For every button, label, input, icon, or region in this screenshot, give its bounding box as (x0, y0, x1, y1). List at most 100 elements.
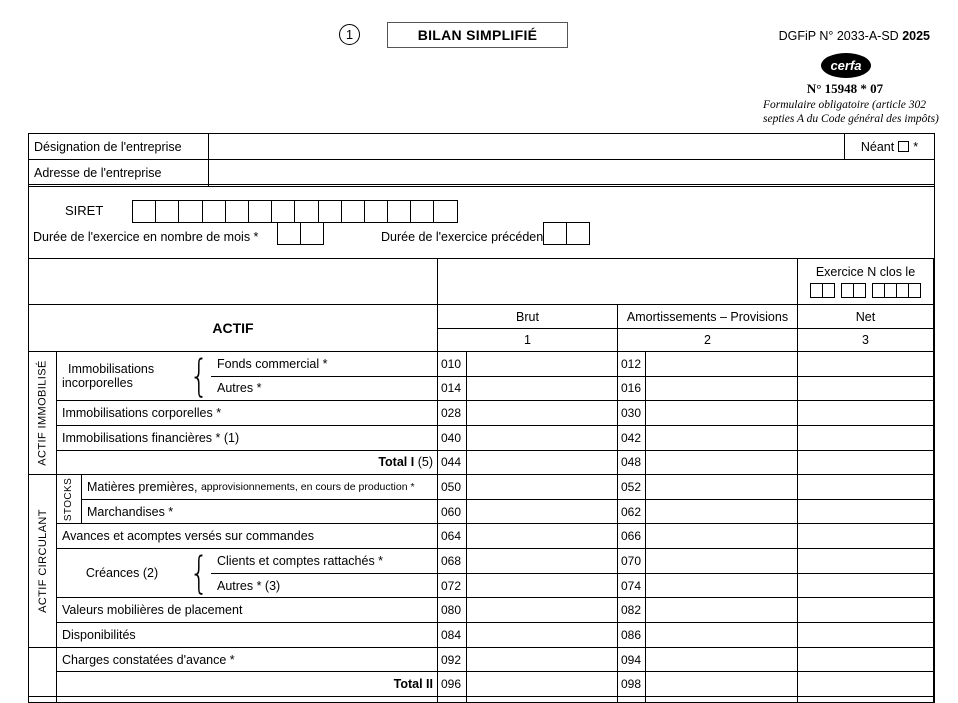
previous-duration-box[interactable] (566, 222, 591, 245)
closing-month-group (840, 283, 866, 298)
code-cell: 014 (438, 376, 467, 402)
siret-digit-box[interactable] (201, 200, 226, 223)
net-amount-cell[interactable] (798, 623, 934, 648)
neant-checkbox[interactable] (898, 141, 910, 152)
net-amount-cell[interactable] (798, 450, 934, 476)
col-header-brut: Brut (438, 305, 618, 329)
amort-amount-cell[interactable] (646, 425, 798, 451)
duration-month-box[interactable] (277, 222, 302, 245)
net-amount-cell[interactable] (798, 598, 934, 624)
amort-amount-cell[interactable] (646, 672, 798, 697)
incorporelles-sublabels: Fonds commercial * Autres * (211, 352, 437, 400)
net-amount-cell[interactable] (798, 573, 934, 599)
amort-amount-cell[interactable] (646, 573, 798, 599)
siret-digit-box[interactable] (410, 200, 435, 223)
amort-amount-cell[interactable] (646, 598, 798, 624)
code-cell: 012 (618, 352, 646, 377)
address-row: Adresse de l'entreprise (29, 160, 934, 186)
dgfip-reference: DGFiP N° 2033-A-SD 2025 (700, 29, 930, 43)
brut-amount-cell[interactable] (467, 598, 618, 624)
amort-amount-cell[interactable] (646, 499, 798, 525)
code-cell: 068 (438, 549, 467, 574)
brut-amount-cell[interactable] (467, 450, 618, 476)
amort-amount-cell[interactable] (646, 623, 798, 648)
amort-amount-cell[interactable] (646, 524, 798, 550)
brut-amount-cell[interactable] (467, 573, 618, 599)
designation-label: Désignation de l'entreprise (29, 134, 209, 159)
net-amount-cell[interactable] (798, 524, 934, 550)
code-cell: 098 (618, 672, 646, 697)
date-digit-box[interactable] (852, 283, 866, 298)
siret-digit-box[interactable] (294, 200, 319, 223)
amort-amount-cell[interactable] (646, 475, 798, 500)
cerfa-number: N° 15948 * 07 (806, 81, 884, 96)
net-amount-cell[interactable] (798, 376, 934, 402)
net-amount-cell[interactable] (798, 352, 934, 377)
brut-amount-cell[interactable] (467, 475, 618, 500)
siret-label: SIRET (65, 203, 104, 218)
creances-label: Créances (2) (85, 566, 159, 581)
previous-duration-box[interactable] (543, 222, 568, 245)
exercice-closing-label: Exercice N clos le (815, 265, 916, 279)
amort-amount-cell[interactable] (646, 450, 798, 476)
closing-date-boxes (809, 283, 921, 298)
net-amount-cell[interactable] (798, 672, 934, 697)
siret-digit-box[interactable] (317, 200, 342, 223)
partial-row-cell (29, 696, 57, 702)
code-cell: 094 (618, 647, 646, 673)
net-amount-cell[interactable] (798, 647, 934, 673)
designation-input[interactable] (209, 134, 844, 159)
amort-amount-cell[interactable] (646, 647, 798, 673)
brut-amount-cell[interactable] (467, 549, 618, 574)
net-amount-cell[interactable] (798, 499, 934, 525)
net-amount-cell[interactable] (798, 401, 934, 426)
amort-amount-cell[interactable] (646, 401, 798, 426)
code-cell: 082 (618, 598, 646, 624)
brut-amount-cell[interactable] (467, 524, 618, 550)
closing-day-group (809, 283, 835, 298)
code-cell: 096 (438, 672, 467, 697)
exercice-row-empty-middle (438, 259, 798, 305)
brut-amount-cell[interactable] (467, 376, 618, 402)
exercice-closing-cell: Exercice N clos le (798, 259, 934, 305)
brut-amount-cell[interactable] (467, 647, 618, 673)
brut-amount-cell[interactable] (467, 623, 618, 648)
dgfip-prefix: DGFiP N° 2033-A-SD (778, 29, 899, 43)
matieres-label: Matières premières, approvisionnements, … (82, 475, 438, 500)
code-cell: 016 (618, 376, 646, 402)
code-cell: 040 (438, 425, 467, 451)
siret-digit-box[interactable] (340, 200, 365, 223)
dgfip-year: 2025 (902, 29, 930, 43)
brut-amount-cell[interactable] (467, 401, 618, 426)
net-amount-cell[interactable] (798, 549, 934, 574)
fonds-commercial-label: Fonds commercial * (211, 352, 437, 377)
financieres-label: Immobilisations financières * (1) (57, 425, 438, 451)
code-cell: 028 (438, 401, 467, 426)
siret-digit-box[interactable] (271, 200, 296, 223)
duration-month-box[interactable] (300, 222, 325, 245)
amort-amount-cell[interactable] (646, 352, 798, 377)
siret-digit-box[interactable] (387, 200, 412, 223)
net-amount-cell[interactable] (798, 475, 934, 500)
siret-digit-box[interactable] (363, 200, 389, 223)
siret-digit-box[interactable] (247, 200, 273, 223)
siret-digit-box[interactable] (224, 200, 249, 223)
code-cell: 044 (438, 450, 467, 476)
closing-year-group (871, 283, 921, 298)
brut-amount-cell[interactable] (467, 352, 618, 377)
siret-digit-box[interactable] (155, 200, 180, 223)
date-digit-box[interactable] (821, 283, 835, 298)
amort-amount-cell[interactable] (646, 376, 798, 402)
duration-months-label: Durée de l'exercice en nombre de mois * (33, 230, 259, 244)
address-input[interactable] (209, 160, 934, 186)
net-amount-cell[interactable] (798, 425, 934, 451)
brut-amount-cell[interactable] (467, 425, 618, 451)
date-digit-box[interactable] (907, 283, 921, 298)
siret-digit-box[interactable] (132, 200, 157, 223)
amort-amount-cell[interactable] (646, 549, 798, 574)
siret-digit-box[interactable] (433, 200, 458, 223)
brut-amount-cell[interactable] (467, 499, 618, 525)
actif-table: Exercice N clos le ACTIF Brut Amortissem… (28, 258, 935, 703)
brut-amount-cell[interactable] (467, 672, 618, 697)
siret-digit-box[interactable] (178, 200, 203, 223)
